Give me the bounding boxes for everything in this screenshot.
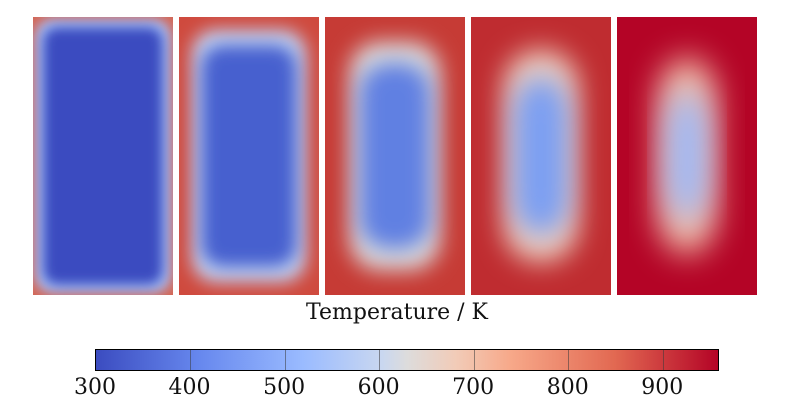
- temperature-field-plot: [325, 17, 465, 295]
- colorbar: [95, 349, 719, 371]
- temperature-field-plot: [617, 17, 757, 295]
- colorbar-tick-label: 500: [263, 375, 306, 400]
- temperature-field-panel-3: [325, 17, 465, 295]
- colorbar-tick: [662, 350, 664, 370]
- colorbar-title: Temperature / K: [306, 300, 488, 325]
- colorbar-tick-label: 600: [357, 375, 400, 400]
- colorbar-tick-label: 400: [168, 375, 211, 400]
- temperature-field-panel-2: [179, 17, 319, 295]
- temperature-field-plot: [471, 17, 611, 295]
- colorbar-tick-label: 700: [452, 375, 495, 400]
- temperature-field-panel-5: [617, 17, 757, 295]
- cool-core-region: [201, 45, 297, 267]
- cool-core-region: [513, 77, 569, 235]
- temperature-field-plot: [33, 17, 173, 295]
- colorbar-tick: [568, 350, 570, 370]
- colorbar-tick: [284, 350, 286, 370]
- colorbar-tick: [473, 350, 475, 370]
- colorbar-tick-labels: 300 400 500 600 700 800 900: [0, 375, 794, 405]
- colorbar-tick-label: 300: [74, 375, 116, 400]
- temperature-field-panel-4: [471, 17, 611, 295]
- cool-core-region: [667, 91, 707, 221]
- temperature-field-plot: [179, 17, 319, 295]
- colorbar-tick-label: 800: [546, 375, 589, 400]
- colorbar-tick: [379, 350, 381, 370]
- cool-core-region: [43, 27, 163, 285]
- colorbar-tick: [190, 350, 192, 370]
- cool-core-region: [359, 63, 431, 249]
- colorbar-tick-label: 900: [641, 375, 684, 400]
- temperature-field-panel-1: [33, 17, 173, 295]
